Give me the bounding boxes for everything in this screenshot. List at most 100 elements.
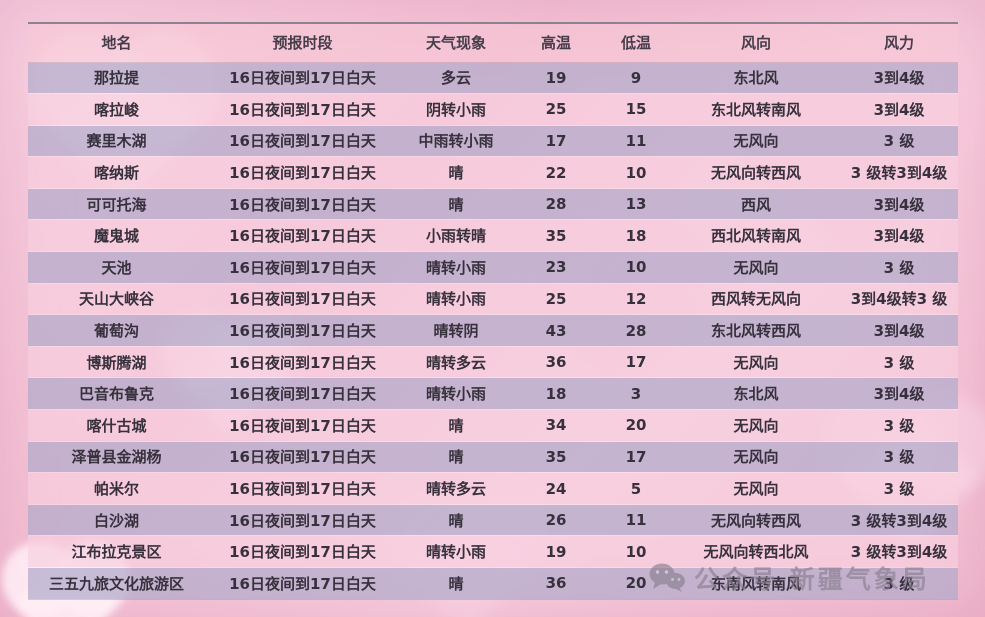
table-cell: 无风向 (672, 346, 840, 379)
table-cell: 16日夜间到17日白天 (205, 346, 400, 379)
table-cell: 晴 (400, 504, 512, 537)
table-cell: 3 级 (840, 472, 958, 505)
table-cell: 16日夜间到17日白天 (205, 409, 400, 442)
table-row: 喀拉峻 16日夜间到17日白天 阴转小雨 25 15 东北风转南风 3到4级 (28, 93, 958, 126)
table-cell: 晴转小雨 (400, 251, 512, 284)
table-cell: 3到4级 (840, 314, 958, 347)
table-cell: 10 (600, 251, 672, 284)
table-cell: 35 (512, 441, 600, 474)
table-cell: 28 (512, 188, 600, 221)
table-cell: 16日夜间到17日白天 (205, 567, 400, 600)
table-cell: 3到4级转3 级 (840, 283, 958, 316)
table-cell: 中雨转小雨 (400, 125, 512, 158)
col-header-wind-direction: 风向 (740, 34, 771, 53)
table-cell: 10 (600, 156, 672, 189)
table-cell: 无风向 (672, 409, 840, 442)
table-cell: 西北风转南风 (672, 219, 840, 253)
table-cell: 24 (512, 472, 600, 505)
table-cell: 11 (600, 125, 672, 158)
table-cell: 17 (600, 441, 672, 474)
table-cell: 15 (600, 93, 672, 126)
table-row: 赛里木湖 16日夜间到17日白天 中雨转小雨 17 11 无风向 3 级 (28, 125, 958, 158)
table-cell: 5 (600, 472, 672, 505)
col-header-high-temp: 高温 (540, 34, 571, 53)
col-header-period: 预报时段 (272, 34, 333, 53)
table-header-row: 地名 预报时段 天气现象 高温 低温 风向 风力 (28, 23, 958, 62)
table-cell: 35 (512, 219, 600, 253)
table-cell: 18 (512, 377, 600, 411)
col-header-wind-force: 风力 (883, 34, 914, 53)
table-cell: 泽普县金湖杨 (28, 441, 205, 474)
table-cell: 喀纳斯 (28, 156, 205, 189)
table-row: 葡萄沟 16日夜间到17日白天 晴转阴 43 28 东北风转西风 3到4级 (28, 314, 958, 347)
table-cell: 16日夜间到17日白天 (205, 441, 400, 474)
table-row: 白沙湖 16日夜间到17日白天晴 26 11 无风向转西风 3 级转3到4级 (28, 504, 958, 537)
table-cell: 晴转小雨 (400, 535, 512, 568)
table-cell: 三五九旅文化旅游区 (28, 567, 205, 600)
table-cell: 西风转无风向 (672, 283, 840, 316)
table-row: 江布拉克景区 16日夜间到17日白天 晴转小雨 19 10 无风向转西北风 3 级转3到4级 (28, 535, 958, 568)
table-cell: 多云 (400, 62, 512, 95)
table-cell: 12 (600, 283, 672, 316)
table-cell: 博斯腾湖 (28, 346, 205, 379)
table-cell: 20 (600, 409, 672, 442)
table-cell: 34 (512, 409, 600, 442)
table-row: 喀什古城 16日夜间到17日白天晴 34 20 无风向 3 级 (28, 409, 958, 442)
table-row: 天山大峡谷 16日夜间到17日白天 晴转小雨 25 12 西风转无风向 3到4级转3 级 (28, 283, 958, 316)
table-cell: 3到4级 (840, 62, 958, 95)
table-cell: 无风向 (672, 251, 840, 284)
table-cell: 3到4级 (840, 93, 958, 126)
table-cell: 晴 (400, 441, 512, 474)
table-cell: 晴转小雨 (400, 377, 512, 411)
table-row: 那拉提 16日夜间到17日白天 多云 19 9 东北风 3到4级 (28, 62, 958, 95)
table-cell: 3 级 (840, 346, 958, 379)
table-cell: 晴转多云 (400, 346, 512, 379)
forecast-table: 地名 预报时段 天气现象 高温 低温 风向 风力 那拉提 16日夜间到17日白天多… (28, 22, 958, 600)
table-cell: 东北风转西风 (672, 314, 840, 347)
table-cell: 3 级转3到4级 (840, 535, 958, 568)
table-cell: 16日夜间到17日白天 (205, 188, 400, 221)
table-cell: 白沙湖 (28, 504, 205, 537)
table-cell: 无风向 (672, 472, 840, 505)
table-cell: 16日夜间到17日白天 (205, 314, 400, 347)
col-header-low-temp: 低温 (620, 34, 651, 53)
table-cell: 16日夜间到17日白天 (205, 125, 400, 158)
table-cell: 17 (512, 125, 600, 158)
table-cell: 葡萄沟 (28, 314, 205, 347)
table-cell: 16日夜间到17日白天 (205, 62, 400, 95)
table-cell: 17 (600, 346, 672, 379)
table-cell: 25 (512, 283, 600, 316)
table-cell: 3 级 (840, 567, 958, 600)
table-cell: 18 (600, 219, 672, 253)
table-row: 喀纳斯 16日夜间到17日白天晴 22 10 无风向转西风 3 级转3到4级 (28, 156, 958, 189)
table-cell: 25 (512, 93, 600, 126)
table-cell: 晴 (400, 188, 512, 221)
table-cell: 16日夜间到17日白天 (205, 472, 400, 505)
table-cell: 3 级 (840, 441, 958, 474)
table-cell: 晴转小雨 (400, 283, 512, 316)
table-row: 魔鬼城 16日夜间到17日白天 小雨转晴 35 18 西北风转南风 3到4级 (28, 219, 958, 253)
table-cell: 小雨转晴 (400, 219, 512, 253)
table-cell: 13 (600, 188, 672, 221)
table-cell: 43 (512, 314, 600, 347)
col-header-weather: 天气现象 (425, 34, 486, 53)
table-cell: 16日夜间到17日白天 (205, 93, 400, 126)
table-cell: 16日夜间到17日白天 (205, 219, 400, 253)
table-cell: 东南风转南风 (672, 567, 840, 600)
table-cell: 魔鬼城 (28, 219, 205, 253)
table-cell: 36 (512, 567, 600, 600)
table-cell: 26 (512, 504, 600, 537)
table-cell: 23 (512, 251, 600, 284)
table-cell: 19 (512, 62, 600, 95)
table-cell: 16日夜间到17日白天 (205, 377, 400, 411)
table-cell: 3 级转3到4级 (840, 504, 958, 537)
table-cell: 晴转阴 (400, 314, 512, 347)
table-cell: 11 (600, 504, 672, 537)
table-cell: 3 级转3到4级 (840, 156, 958, 189)
table-cell: 晴转多云 (400, 472, 512, 505)
table-cell: 天池 (28, 251, 205, 284)
table-cell: 无风向 (672, 125, 840, 158)
table-cell: 赛里木湖 (28, 125, 205, 158)
table-cell: 3 级 (840, 409, 958, 442)
table-cell: 帕米尔 (28, 472, 205, 505)
